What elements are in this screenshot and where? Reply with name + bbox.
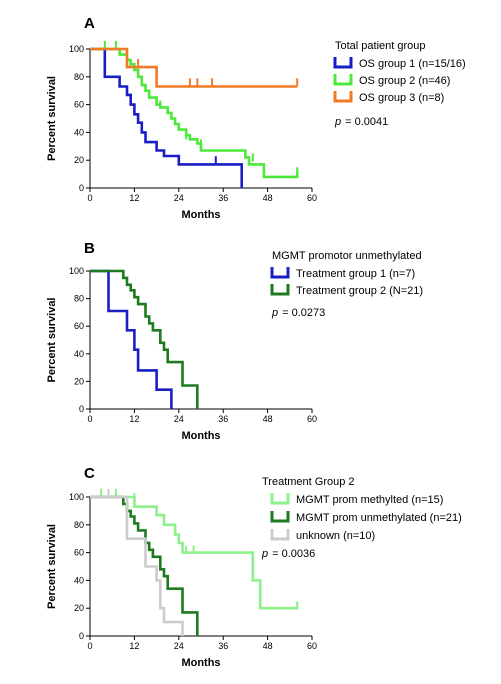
x-tick-label: 60	[307, 193, 317, 203]
y-tick-label: 0	[79, 183, 84, 193]
x-tick-label: 48	[263, 414, 273, 424]
panel-a: A 0 12 24 36 48 60 0 20 40 60 80 100 Months Percent su…	[46, 15, 466, 221]
legend-title: MGMT promotor unmethylated	[272, 250, 422, 262]
x-tick-label: 48	[263, 641, 273, 651]
x-tick-label: 36	[218, 641, 228, 651]
legend-item: OS group 3 (n=8)	[333, 91, 444, 104]
x-tick-label: 0	[87, 414, 92, 424]
x-tick-label: 36	[218, 193, 228, 203]
legend-label: Treatment group 2 (N=21)	[296, 285, 423, 297]
series-line-2	[90, 495, 199, 636]
x-tick-label: 12	[129, 193, 139, 203]
legend-label: Treatment group 1 (n=7)	[296, 268, 415, 280]
y-axis-title: Percent survival	[46, 76, 58, 161]
x-tick-label: 24	[174, 414, 184, 424]
legend-swatch	[333, 57, 353, 69]
x-axis-title: Months	[181, 657, 220, 669]
legend-item: Treatment group 1 (n=7)	[270, 267, 415, 280]
y-tick-label: 80	[74, 72, 84, 82]
x-tick-label: 60	[307, 641, 317, 651]
series-line-3	[90, 47, 298, 88]
legend-swatch	[270, 529, 290, 541]
x-tick-label: 0	[87, 641, 92, 651]
x-tick-label: 24	[174, 193, 184, 203]
p-value-text: = 0.0036	[272, 548, 315, 560]
legend-swatch	[270, 267, 290, 279]
y-tick-label: 60	[74, 100, 84, 110]
panel-b: B 0 12 24 36 48 60 0 20 40 60 80 100 Months Percent su…	[46, 240, 423, 442]
legend-swatch	[270, 493, 290, 505]
x-tick-label: 24	[174, 641, 184, 651]
legend-item: OS group 1 (n=15/16)	[333, 57, 466, 70]
legend-item: MGMT prom methylted (n=15)	[270, 493, 443, 506]
series-line-1	[90, 269, 173, 409]
x-axis-title: Months	[181, 209, 220, 221]
panel-letter: A	[84, 15, 95, 32]
x-tick-label: 12	[129, 641, 139, 651]
p-symbol: p	[271, 307, 278, 319]
y-axis-title: Percent survival	[46, 524, 58, 609]
series-line-1	[90, 47, 243, 188]
p-value: p = 0.0041	[334, 116, 388, 128]
legend-label: OS group 3 (n=8)	[359, 92, 444, 104]
p-symbol: p	[334, 116, 341, 128]
series-line-3	[90, 495, 184, 636]
legend-item: MGMT prom unmethylated (n=21)	[270, 511, 462, 524]
series-line-1	[90, 495, 298, 610]
y-tick-label: 80	[74, 294, 84, 304]
y-axis-title: Percent survival	[46, 298, 58, 383]
legend-label: MGMT prom methylted (n=15)	[296, 494, 443, 506]
legend-swatch	[333, 91, 353, 103]
legend-title: Treatment Group 2	[262, 476, 355, 488]
y-tick-label: 100	[69, 44, 84, 54]
y-tick-label: 60	[74, 548, 84, 558]
legend-swatch	[270, 511, 290, 523]
legend-swatch	[270, 284, 290, 296]
legend-swatch	[333, 74, 353, 86]
y-tick-label: 0	[79, 631, 84, 641]
p-value: p = 0.0273	[271, 307, 325, 319]
y-tick-label: 100	[69, 266, 84, 276]
x-tick-label: 48	[263, 193, 273, 203]
x-axis-title: Months	[181, 430, 220, 442]
legend-label: OS group 1 (n=15/16)	[359, 58, 466, 70]
y-tick-label: 80	[74, 520, 84, 530]
panel-c: C 0 12 24 36 48 60 0 20 40 60 80 100 Months Percent su…	[46, 465, 462, 669]
y-tick-label: 40	[74, 127, 84, 137]
x-tick-label: 60	[307, 414, 317, 424]
x-tick-label: 12	[129, 414, 139, 424]
series-line-2	[90, 47, 299, 179]
legend-item: unknown (n=10)	[270, 529, 375, 542]
y-tick-label: 20	[74, 603, 84, 613]
p-value: p = 0.0036	[261, 548, 315, 560]
legend-title: Total patient group	[335, 40, 426, 52]
legend-item: Treatment group 2 (N=21)	[270, 284, 423, 297]
y-tick-label: 40	[74, 575, 84, 585]
legend-item: OS group 2 (n=46)	[333, 74, 450, 87]
series-line-2	[90, 269, 199, 409]
panel-letter: B	[84, 240, 95, 257]
x-tick-label: 36	[218, 414, 228, 424]
p-value-text: = 0.0273	[282, 307, 325, 319]
y-tick-label: 20	[74, 376, 84, 386]
legend-label: OS group 2 (n=46)	[359, 75, 450, 87]
y-tick-label: 100	[69, 492, 84, 502]
p-value-text: = 0.0041	[345, 116, 388, 128]
y-tick-label: 40	[74, 349, 84, 359]
legend-label: unknown (n=10)	[296, 530, 375, 542]
y-tick-label: 60	[74, 321, 84, 331]
legend-label: MGMT prom unmethylated (n=21)	[296, 512, 462, 524]
panel-letter: C	[84, 465, 95, 482]
x-tick-label: 0	[87, 193, 92, 203]
y-tick-label: 0	[79, 404, 84, 414]
p-symbol: p	[261, 548, 268, 560]
y-tick-label: 20	[74, 155, 84, 165]
